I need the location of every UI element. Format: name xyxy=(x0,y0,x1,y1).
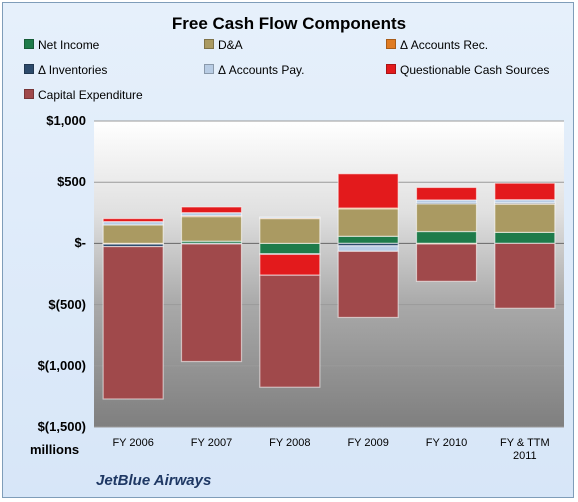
bar-segment xyxy=(259,274,321,388)
legend-label: Net Income xyxy=(38,38,100,52)
legend-label: Δ Accounts Pay. xyxy=(218,63,305,77)
bar-segment xyxy=(415,230,478,245)
legend-item: Net Income xyxy=(24,38,99,52)
company-name: JetBlue Airways xyxy=(96,472,212,489)
legend-item: Δ Inventories xyxy=(24,63,107,77)
y-tick-label: $(500) xyxy=(48,296,86,312)
bar-segment xyxy=(102,224,164,245)
bar-segment xyxy=(337,207,399,237)
legend-swatch xyxy=(386,39,396,49)
bar-segment xyxy=(102,245,164,400)
legend-item: Δ Accounts Pay. xyxy=(204,63,305,77)
x-tick-label: FY 2006 xyxy=(112,437,154,449)
legend-label: Questionable Cash Sources xyxy=(400,63,550,77)
chart-title: Free Cash Flow Components xyxy=(171,14,407,33)
bar-segment xyxy=(494,182,556,201)
x-tick-label: FY 2009 xyxy=(347,437,389,449)
y-tick-label: $1,000 xyxy=(46,113,86,128)
units-label: millions xyxy=(30,442,80,457)
legend-swatch xyxy=(204,64,214,74)
bar-segment xyxy=(180,243,243,363)
bar-segment xyxy=(259,217,321,244)
legend-swatch xyxy=(24,89,34,99)
legend-item: D&A xyxy=(204,38,243,52)
bar-segment xyxy=(337,235,399,244)
y-tick-label: $- xyxy=(74,235,86,251)
x-tick-label: FY 2008 xyxy=(269,437,311,449)
x-tick-label: FY & TTM 2011 xyxy=(499,437,550,462)
legend-label: Δ Accounts Rec. xyxy=(400,38,489,52)
bar-segment xyxy=(337,173,399,209)
bar-segment xyxy=(337,245,399,252)
bar-segment xyxy=(259,216,321,219)
plot-background xyxy=(94,121,564,427)
legend-swatch xyxy=(24,64,34,74)
x-tick-label: FY 2007 xyxy=(190,437,233,449)
bar-segment xyxy=(102,217,164,223)
x-tick-label: FY 2010 xyxy=(425,437,468,449)
bar-segment xyxy=(494,231,556,245)
y-tick-label: $(1,500) xyxy=(37,419,86,434)
bar-segment xyxy=(415,243,478,282)
bar-segment xyxy=(415,202,478,233)
legend-label: Capital Expenditure xyxy=(38,88,143,102)
bar-segment xyxy=(259,242,321,255)
bar-segment xyxy=(180,215,243,242)
bar-segment xyxy=(180,206,243,214)
bar-segment xyxy=(494,203,556,233)
bar-segment xyxy=(337,250,399,319)
y-tick-label: $500 xyxy=(57,174,86,190)
legend-item: Δ Accounts Rec. xyxy=(386,38,488,52)
bars xyxy=(102,173,556,400)
legend-label: Δ Inventories xyxy=(38,63,108,77)
gridlines xyxy=(94,120,564,428)
y-tick-label: $(1,000) xyxy=(37,357,86,373)
legend-swatch xyxy=(204,39,214,49)
bar-segment xyxy=(494,242,556,309)
legend-item: Questionable Cash Sources xyxy=(386,63,549,77)
legend-item: Capital Expenditure xyxy=(24,88,143,102)
bar-segment xyxy=(415,186,478,201)
legend-swatch xyxy=(24,39,34,49)
legend-swatch xyxy=(386,64,396,74)
legend-label: D&A xyxy=(218,38,243,52)
bar-segment xyxy=(259,253,321,276)
